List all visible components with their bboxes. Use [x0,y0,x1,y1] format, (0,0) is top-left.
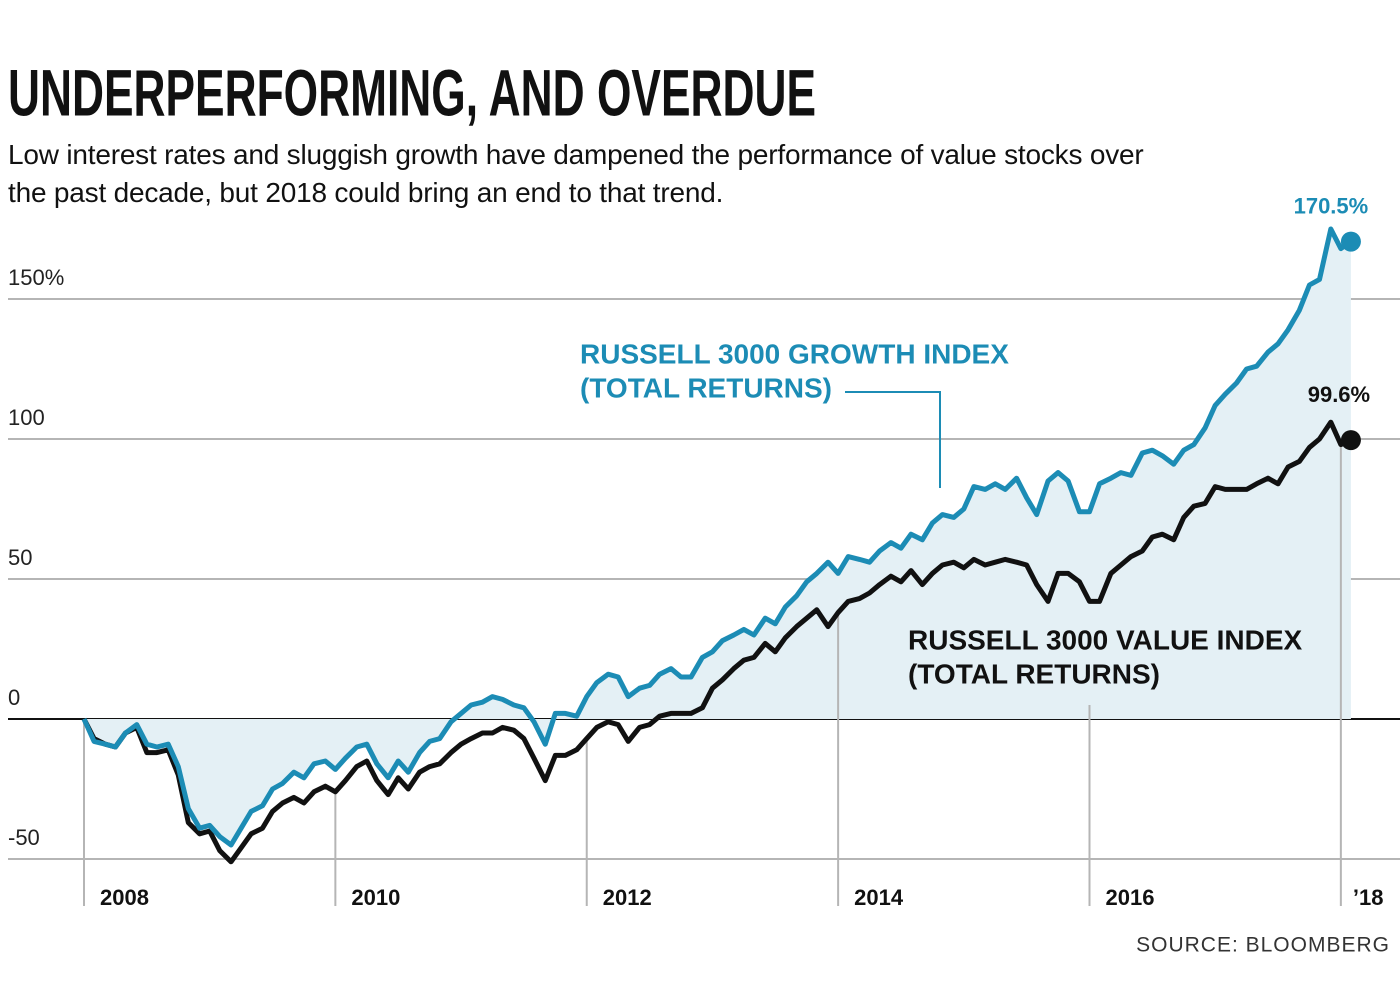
area [84,229,1351,845]
y-tick-label: 150% [8,265,64,290]
y-tick-label: 50 [8,545,32,570]
y-tick-label: 0 [8,685,20,710]
value-label: 170.5% [1294,193,1369,218]
series-line [81,419,1352,865]
chart-title: UNDERPERFORMING, AND OVERDUE [8,55,816,129]
series-label: (TOTAL RETURNS) [908,658,1160,689]
leader-line [845,391,941,488]
x-tick-label: 2010 [351,885,400,910]
series-line [81,226,1353,848]
series-label: RUSSELL 3000 VALUE INDEX [908,624,1303,655]
end-point [1340,231,1361,252]
series-label: RUSSELL 3000 GROWTH INDEX [580,338,1009,369]
x-tick-label: 2014 [854,885,904,910]
source: SOURCE: BLOOMBERG [1136,934,1390,957]
value-label: 99.6% [1308,382,1370,407]
x-tick-label: 2008 [100,885,149,910]
chart-subtitle: Low interest rates and sluggish growth h… [8,139,1144,208]
y-tick-label: -50 [8,825,40,850]
x-tick-label: ’18 [1353,885,1384,910]
x-tick-label: 2012 [603,885,652,910]
x-tick-label: 2016 [1105,885,1154,910]
y-tick-label: 100 [8,405,45,430]
end-point [1340,430,1361,451]
series-label: (TOTAL RETURNS) [580,372,832,403]
